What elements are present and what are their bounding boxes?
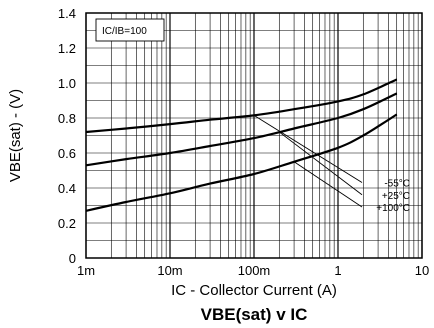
legend-label: +100°C [376,203,410,214]
series-line [85,92,398,167]
y-tick-label: 0.2 [58,216,76,231]
y-tick-label: 0.8 [58,111,76,126]
x-tick-label: 100m [238,263,271,278]
series-line [85,113,398,212]
x-tick-label: 10 [415,263,429,278]
y-tick-label: 1.0 [58,76,76,91]
chart-title-rest: v IC [271,305,307,324]
legend-leader-line [279,131,363,196]
legend-labels: -55°C+25°C+100°C [376,179,410,215]
legend-leader-line [293,161,363,208]
annotation-box: IC/IB=100 [95,18,165,42]
x-tick-label: 1 [334,263,341,278]
y-tick-label: 0.4 [58,181,76,196]
x-tick-label: 10m [157,263,182,278]
grid [85,13,423,258]
annotation-text: IC/IB=100 [102,26,147,37]
y-axis-label: VBE(sat) - (V) [7,89,24,182]
legend-leader-line [253,114,363,183]
x-axis-label: IC - Collector Current (A) [171,282,337,299]
chart-title: VBE(sat) v IC [201,305,308,324]
y-tick-label: 1.4 [58,6,76,21]
legend-leaders [253,114,363,208]
x-tick-label: 1m [77,263,95,278]
y-tick-label: 1.2 [58,41,76,56]
legend-label: -55°C [384,179,410,190]
y-tick-label: 0 [69,251,76,266]
legend-label: +25°C [382,191,410,202]
tick-labels: 1m 10m 100m 1 10 0 0.2 0.4 0.6 0.8 1.0 1.2 1.4 [58,6,429,278]
chart-title-main: VBE(sat) [201,305,272,324]
annotation-frame [95,18,165,42]
plot-frame [85,12,423,259]
y-tick-label: 0.6 [58,146,76,161]
